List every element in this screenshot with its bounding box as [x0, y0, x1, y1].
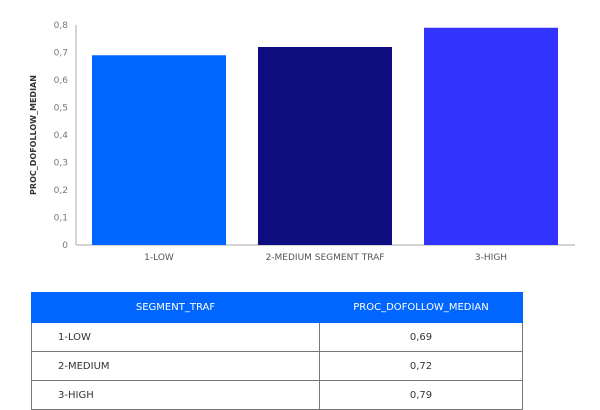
- y-tick-label: 0,4: [54, 131, 69, 141]
- bar-3: [424, 27, 558, 245]
- y-tick-label: 0,5: [54, 104, 68, 114]
- y-tick-label: 0,7: [54, 49, 68, 59]
- bar-chart: 0 0,1 0,2 0,3 0,4 0,5 0,6 0,7 0,8 PROC_DOFOLLOW_M…: [29, 21, 575, 263]
- y-tick-label: 0,6: [54, 76, 69, 86]
- y-tick-label: 0,1: [54, 214, 68, 224]
- table-row: 2-MEDIUM 0,72: [31, 351, 523, 381]
- value-cell: 0,79: [319, 380, 523, 410]
- y-tick-label: 0: [62, 241, 68, 251]
- y-tick-label: 0,3: [54, 159, 68, 169]
- bar-1: [92, 55, 226, 245]
- y-axis-label: PROC_DOFOLLOW_MEDIAN: [29, 75, 38, 195]
- bar-2: [258, 47, 392, 245]
- x-tick-label: 3-HIGH: [475, 253, 507, 263]
- table-header-value: PROC_DOFOLLOW_MEDIAN: [319, 292, 523, 323]
- segment-cell: 3-HIGH: [31, 380, 320, 410]
- data-table: SEGMENT_TRAF PROC_DOFOLLOW_MEDIAN 1-LOW 0…: [31, 292, 523, 410]
- table-row: 1-LOW 0,69: [31, 322, 523, 352]
- y-tick-label: 0,2: [54, 186, 68, 196]
- y-tick-label: 0,8: [54, 21, 69, 31]
- table-header-segment: SEGMENT_TRAF: [31, 292, 320, 323]
- segment-cell: 2-MEDIUM: [31, 351, 320, 381]
- table-row: 3-HIGH 0,79: [31, 380, 523, 410]
- value-cell: 0,69: [319, 322, 523, 352]
- value-cell: 0,72: [319, 351, 523, 381]
- x-tick-label: 1-LOW: [144, 253, 174, 263]
- x-tick-label: 2-MEDIUM SEGMENT TRAF: [266, 253, 385, 263]
- segment-cell: 1-LOW: [31, 322, 320, 352]
